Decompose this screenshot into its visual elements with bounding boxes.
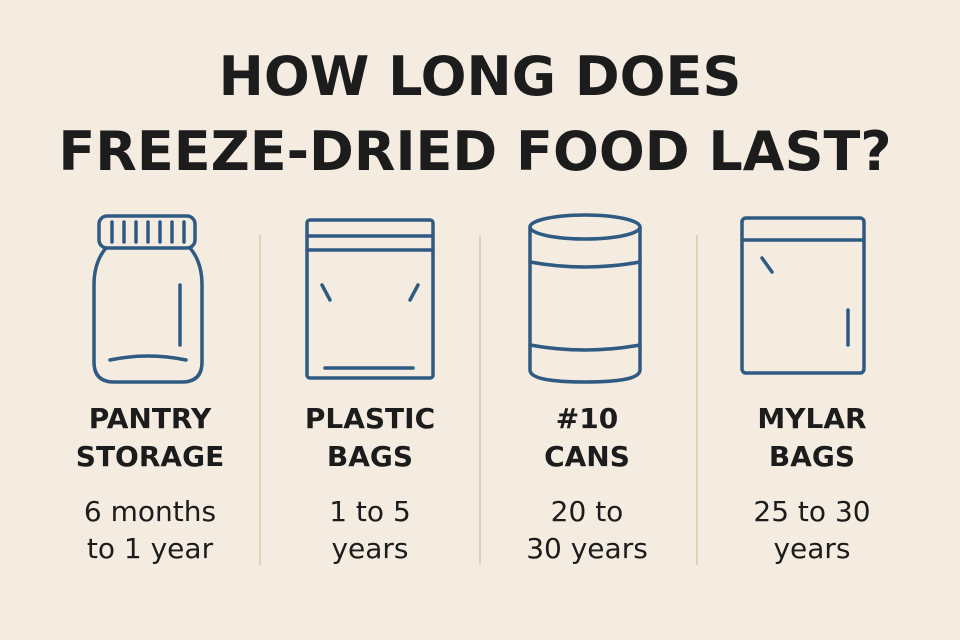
item-label: BAGS xyxy=(769,440,855,473)
item-duration: years xyxy=(331,532,408,565)
item-label: #10 xyxy=(556,402,618,435)
plastic-bag-icon xyxy=(305,218,435,380)
item-duration: years xyxy=(773,532,850,565)
title-line: HOW LONG DOES xyxy=(219,45,742,108)
title-line: FREEZE-DRIED FOOD LAST? xyxy=(58,120,891,183)
item-duration: 1 to 5 xyxy=(329,495,411,528)
item-label: CANS xyxy=(544,440,630,473)
item-duration: 20 to xyxy=(551,495,624,528)
item-label: STORAGE xyxy=(76,440,224,473)
item-duration: 6 months xyxy=(84,495,216,528)
item-duration: to 1 year xyxy=(87,532,214,565)
item-label: PLASTIC xyxy=(305,402,435,435)
jar-icon xyxy=(92,214,204,384)
item-duration: 30 years xyxy=(526,532,648,565)
item-label: MYLAR xyxy=(757,402,866,435)
can-icon xyxy=(528,213,642,384)
item-duration: 25 to 30 xyxy=(753,495,870,528)
mylar-bag-icon xyxy=(740,216,866,375)
item-label: PANTRY xyxy=(89,402,212,435)
item-label: BAGS xyxy=(327,440,413,473)
